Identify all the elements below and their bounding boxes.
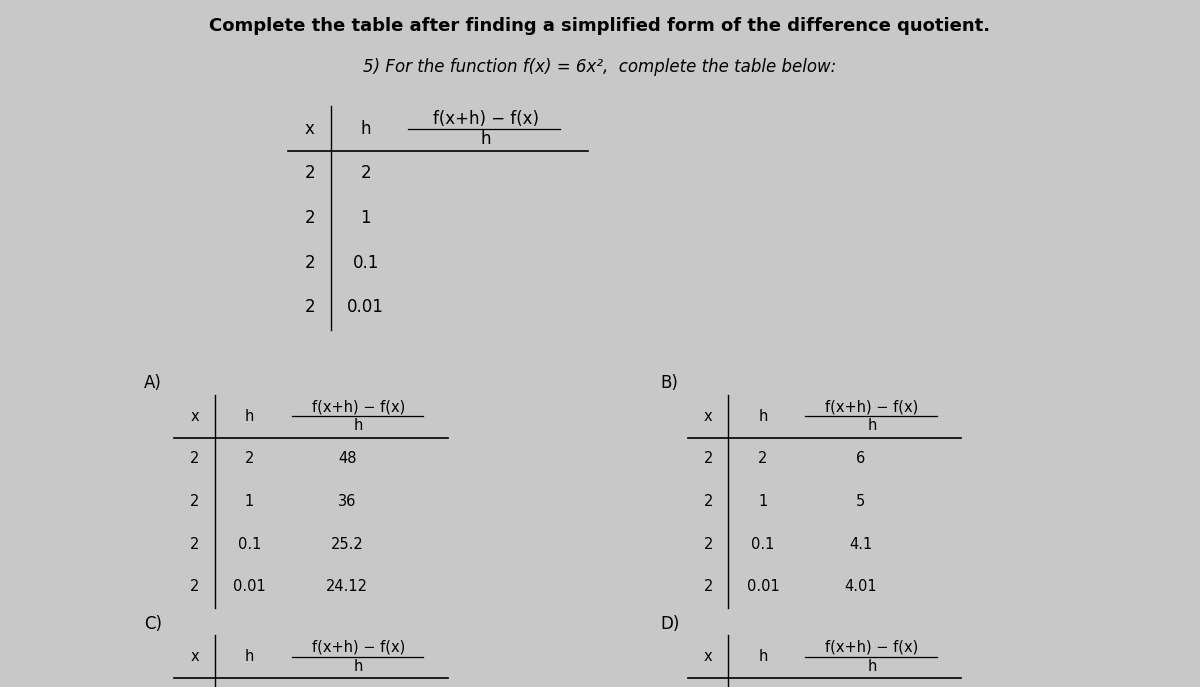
Text: f(x+h) − f(x): f(x+h) − f(x) xyxy=(433,110,539,128)
Text: B): B) xyxy=(660,374,678,392)
Text: 2: 2 xyxy=(758,451,768,466)
Text: 2: 2 xyxy=(703,494,713,509)
Text: 6: 6 xyxy=(856,451,865,466)
Text: x: x xyxy=(704,409,713,424)
Text: h: h xyxy=(868,659,877,674)
Text: 25.2: 25.2 xyxy=(331,537,364,552)
Text: f(x+h) − f(x): f(x+h) − f(x) xyxy=(826,399,919,414)
Text: 2: 2 xyxy=(360,164,371,183)
Text: h: h xyxy=(758,409,768,424)
Text: f(x+h) − f(x): f(x+h) − f(x) xyxy=(826,640,919,655)
Text: 2: 2 xyxy=(703,579,713,594)
Text: h: h xyxy=(480,130,491,148)
Text: 2: 2 xyxy=(190,579,199,594)
Text: 36: 36 xyxy=(338,494,356,509)
Text: 0.01: 0.01 xyxy=(233,579,265,594)
Text: 2: 2 xyxy=(190,451,199,466)
Text: h: h xyxy=(245,409,254,424)
Text: 2: 2 xyxy=(305,298,314,317)
Text: 0.1: 0.1 xyxy=(238,537,260,552)
Text: 2: 2 xyxy=(305,164,314,183)
Text: D): D) xyxy=(660,615,679,633)
Text: 0.1: 0.1 xyxy=(353,254,379,272)
Text: 4.01: 4.01 xyxy=(845,579,877,594)
Text: 24.12: 24.12 xyxy=(326,579,368,594)
Text: 0.1: 0.1 xyxy=(751,537,774,552)
Text: f(x+h) − f(x): f(x+h) − f(x) xyxy=(312,640,406,655)
Text: x: x xyxy=(191,649,199,664)
Text: 48: 48 xyxy=(338,451,356,466)
Text: 5) For the function f(x) = 6x²,  complete the table below:: 5) For the function f(x) = 6x², complete… xyxy=(364,58,836,76)
Text: x: x xyxy=(704,649,713,664)
Text: h: h xyxy=(245,649,254,664)
Text: 2: 2 xyxy=(703,451,713,466)
Text: 2: 2 xyxy=(245,451,254,466)
Text: 0.01: 0.01 xyxy=(746,579,779,594)
Text: A): A) xyxy=(144,374,162,392)
Text: h: h xyxy=(354,418,364,433)
Text: 1: 1 xyxy=(245,494,254,509)
Text: h: h xyxy=(868,418,877,433)
Text: 4.1: 4.1 xyxy=(850,537,872,552)
Text: 2: 2 xyxy=(190,537,199,552)
Text: 2: 2 xyxy=(190,494,199,509)
Text: Complete the table after finding a simplified form of the difference quotient.: Complete the table after finding a simpl… xyxy=(210,17,990,35)
Text: h: h xyxy=(758,649,768,664)
Text: x: x xyxy=(191,409,199,424)
Text: C): C) xyxy=(144,615,162,633)
Text: h: h xyxy=(360,120,371,138)
Text: 0.01: 0.01 xyxy=(347,298,384,317)
Text: 2: 2 xyxy=(305,254,314,272)
Text: 2: 2 xyxy=(703,537,713,552)
Text: x: x xyxy=(305,120,314,138)
Text: 1: 1 xyxy=(758,494,768,509)
Text: 1: 1 xyxy=(360,209,371,227)
Text: 2: 2 xyxy=(305,209,314,227)
Text: f(x+h) − f(x): f(x+h) − f(x) xyxy=(312,399,406,414)
Text: h: h xyxy=(354,659,364,674)
Text: 5: 5 xyxy=(856,494,865,509)
